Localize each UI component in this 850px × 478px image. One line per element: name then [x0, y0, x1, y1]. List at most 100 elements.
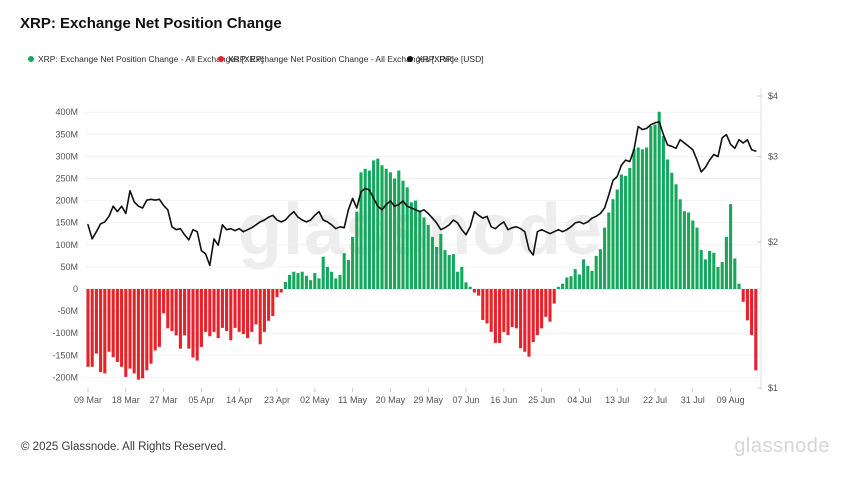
net-position-bar-negative[interactable]: [149, 289, 153, 364]
net-position-bar-negative[interactable]: [262, 289, 266, 332]
net-position-bar-positive[interactable]: [640, 149, 644, 289]
net-position-bar-positive[interactable]: [598, 249, 602, 289]
legend-item-price[interactable]: XRP: Price [USD]: [407, 52, 484, 66]
net-position-bar-positive[interactable]: [430, 236, 434, 289]
net-position-bar-positive[interactable]: [422, 217, 426, 289]
net-position-bar-positive[interactable]: [619, 174, 623, 289]
net-position-bar-negative[interactable]: [267, 289, 271, 321]
net-position-bar-positive[interactable]: [401, 180, 405, 289]
net-position-bar-negative[interactable]: [199, 289, 203, 347]
net-position-bar-positive[interactable]: [460, 266, 464, 289]
net-position-bar-negative[interactable]: [128, 289, 132, 369]
net-position-bar-negative[interactable]: [527, 289, 531, 357]
net-position-bar-positive[interactable]: [733, 258, 737, 290]
net-position-bar-positive[interactable]: [397, 170, 401, 289]
net-position-bar-negative[interactable]: [216, 289, 220, 339]
net-position-bar-negative[interactable]: [544, 289, 548, 317]
net-position-bar-negative[interactable]: [241, 289, 245, 335]
net-position-bar-positive[interactable]: [451, 254, 455, 289]
net-position-bar-positive[interactable]: [565, 277, 569, 289]
net-position-bar-negative[interactable]: [120, 289, 124, 367]
net-position-bar-negative[interactable]: [174, 289, 178, 336]
net-position-bar-positive[interactable]: [645, 147, 649, 289]
net-position-bar-negative[interactable]: [535, 289, 539, 335]
net-position-bar-positive[interactable]: [330, 271, 334, 289]
net-position-bar-positive[interactable]: [624, 175, 628, 289]
net-position-bar-positive[interactable]: [317, 278, 321, 289]
net-position-bar-positive[interactable]: [628, 167, 632, 289]
net-position-bar-negative[interactable]: [162, 289, 166, 314]
net-position-bar-positive[interactable]: [611, 199, 615, 289]
net-position-bar-positive[interactable]: [380, 165, 384, 289]
net-position-bar-negative[interactable]: [225, 289, 229, 331]
net-position-bar-positive[interactable]: [657, 111, 661, 289]
net-position-bar-negative[interactable]: [481, 289, 485, 320]
net-position-bar-positive[interactable]: [632, 149, 636, 289]
net-position-bar-positive[interactable]: [363, 168, 367, 289]
net-position-bar-negative[interactable]: [170, 289, 174, 331]
net-position-bar-negative[interactable]: [258, 289, 262, 345]
net-position-bar-negative[interactable]: [212, 289, 216, 332]
net-position-bar-negative[interactable]: [90, 289, 94, 367]
net-position-bar-positive[interactable]: [443, 250, 447, 289]
price-line[interactable]: [87, 120, 757, 267]
net-position-bar-positive[interactable]: [313, 273, 317, 289]
net-position-bar-positive[interactable]: [590, 270, 594, 289]
net-position-bar-positive[interactable]: [577, 274, 581, 289]
net-position-bar-negative[interactable]: [208, 289, 212, 337]
net-position-bar-negative[interactable]: [246, 289, 250, 339]
net-position-bar-negative[interactable]: [745, 289, 749, 321]
net-position-bar-positive[interactable]: [300, 271, 304, 289]
net-position-bar-positive[interactable]: [393, 178, 397, 290]
net-position-bar-positive[interactable]: [439, 233, 443, 289]
net-position-bar-positive[interactable]: [351, 236, 355, 289]
net-position-bar-negative[interactable]: [191, 289, 195, 358]
net-position-bar-positive[interactable]: [292, 271, 296, 289]
net-position-bar-positive[interactable]: [636, 147, 640, 289]
net-position-bar-negative[interactable]: [103, 289, 107, 374]
net-position-bar-negative[interactable]: [275, 289, 279, 297]
net-position-bar-negative[interactable]: [754, 289, 758, 371]
net-position-bar-positive[interactable]: [607, 212, 611, 289]
net-position-bar-positive[interactable]: [720, 262, 724, 289]
net-position-bar-positive[interactable]: [653, 124, 657, 289]
net-position-bar-positive[interactable]: [703, 259, 707, 289]
net-position-bar-positive[interactable]: [708, 250, 712, 289]
net-position-bar-positive[interactable]: [569, 276, 573, 289]
net-position-bar-negative[interactable]: [531, 289, 535, 343]
net-position-bar-positive[interactable]: [670, 172, 674, 289]
net-position-bar-negative[interactable]: [166, 289, 170, 329]
net-position-bar-positive[interactable]: [355, 211, 359, 289]
net-position-bar-positive[interactable]: [674, 184, 678, 289]
net-position-bar-positive[interactable]: [699, 250, 703, 289]
net-position-bar-negative[interactable]: [540, 289, 544, 329]
net-position-bar-negative[interactable]: [493, 289, 497, 343]
net-position-bar-positive[interactable]: [712, 252, 716, 289]
net-position-bar-positive[interactable]: [372, 160, 376, 289]
net-position-bar-negative[interactable]: [195, 289, 199, 361]
net-position-bar-negative[interactable]: [157, 289, 161, 347]
net-position-bar-positive[interactable]: [682, 211, 686, 289]
net-position-bar-negative[interactable]: [472, 289, 476, 293]
net-position-bar-positive[interactable]: [582, 259, 586, 289]
net-position-bar-negative[interactable]: [498, 289, 502, 343]
net-position-bar-positive[interactable]: [309, 280, 313, 289]
net-position-bar-positive[interactable]: [388, 172, 392, 289]
net-position-bar-positive[interactable]: [729, 204, 733, 289]
net-position-bar-positive[interactable]: [338, 274, 342, 289]
net-position-bar-negative[interactable]: [514, 289, 518, 329]
net-position-bar-positive[interactable]: [649, 125, 653, 290]
net-position-bar-positive[interactable]: [447, 254, 451, 289]
net-position-bar-negative[interactable]: [99, 289, 103, 373]
net-position-bar-negative[interactable]: [489, 289, 493, 332]
net-position-bar-positive[interactable]: [594, 255, 598, 289]
legend-item-net-position-positive[interactable]: XRP: Exchange Net Position Change - All …: [28, 52, 264, 66]
net-position-bar-negative[interactable]: [132, 289, 136, 374]
net-position-bar-positive[interactable]: [737, 283, 741, 289]
net-position-bar-negative[interactable]: [502, 289, 506, 332]
net-position-bar-negative[interactable]: [145, 289, 149, 371]
net-position-bar-positive[interactable]: [586, 266, 590, 289]
net-position-bar-negative[interactable]: [506, 289, 510, 335]
net-position-bar-negative[interactable]: [94, 289, 98, 354]
